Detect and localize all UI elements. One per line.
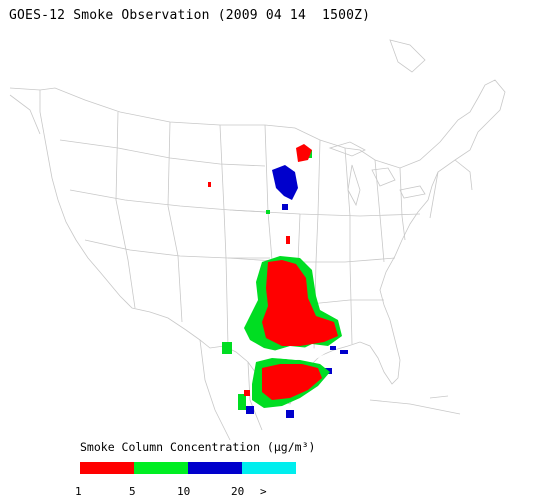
legend-title-prefix: Smoke Column Concentration ( [80,440,274,454]
neighbor-coastlines [9,39,461,441]
legend-tick-label: 20 [231,485,245,498]
legend-swatch-1-5 [80,462,134,474]
legend-swatch-10-20 [188,462,242,474]
state-boundaries [39,79,506,405]
legend-tick-label: > [260,485,267,498]
smoke-gaps [270,346,330,360]
map-title: GOES-12 Smoke Observation (2009 04 14 15… [9,8,371,23]
legend-tick-label: 1 [75,485,82,498]
legend-tick-label: 5 [129,485,136,498]
legend-color-bar [80,462,296,474]
great-lakes [328,141,426,207]
legend-title: Smoke Column Concentration (μg/m³) [80,440,315,454]
smoke-low-concentration [208,144,338,400]
legend-title-unit: μg/m³ [273,440,309,454]
legend-tick-label: 10 [177,485,191,498]
legend-title-suffix: ) [308,440,316,454]
legend-swatch-5-10 [134,462,188,474]
legend-swatch-20-plus [242,462,296,474]
